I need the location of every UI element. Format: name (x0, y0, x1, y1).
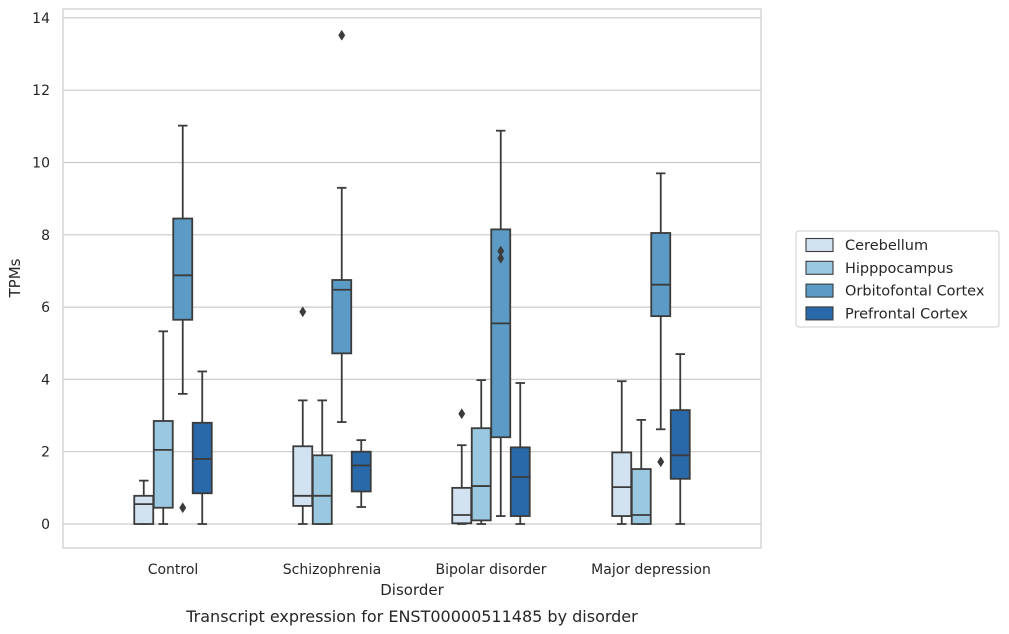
x-tick-label: Bipolar disorder (435, 562, 546, 578)
legend-label: Cerebellum (845, 238, 928, 254)
box-iqr (490, 228, 512, 439)
box-plot (669, 353, 691, 525)
x-axis-ticks: Control Schizophrenia Bipolar disorder Majo… (148, 562, 711, 578)
legend-label: Prefrontal Cortex (845, 306, 968, 322)
box-plot (650, 172, 672, 468)
box-plot (331, 29, 353, 423)
series-cerebellum (133, 306, 633, 525)
box-plot (311, 399, 333, 525)
box-plot (630, 418, 652, 525)
outlier-point (657, 456, 665, 468)
box-plot (152, 330, 174, 525)
legend-frame (795, 230, 1000, 328)
y-tick-label: 8 (41, 228, 50, 244)
outlier-point (497, 252, 505, 264)
legend-swatch (805, 306, 834, 321)
box-iqr (292, 445, 314, 507)
box-iqr (331, 279, 353, 355)
box-series (133, 29, 691, 525)
legend-swatch (805, 260, 834, 275)
legend-swatch (805, 283, 834, 298)
box-plot (133, 479, 155, 525)
box-iqr (630, 468, 652, 525)
box-plot (470, 379, 492, 525)
y-tick-label: 10 (32, 156, 50, 172)
outlier-point (299, 306, 307, 318)
box-plot (191, 370, 213, 525)
outlier-point (338, 29, 346, 41)
box-plot (509, 382, 531, 525)
box-plot (490, 129, 512, 517)
y-tick-label: 0 (41, 517, 50, 533)
outlier-point (458, 408, 466, 420)
box-iqr (611, 451, 633, 517)
legend-label: Orbitofontal Cortex (845, 284, 985, 300)
box-iqr (133, 494, 155, 525)
series-prefrontal-cortex (191, 353, 691, 525)
y-axis-title: TPMs (6, 258, 24, 298)
y-axis-ticks: 0 2 4 6 8 10 12 14 (32, 11, 50, 533)
box-plot (611, 380, 633, 525)
box-plot (451, 408, 473, 525)
legend-item: Hipppocampus (805, 260, 953, 277)
y-tick-label: 2 (41, 445, 50, 461)
box-iqr (311, 454, 333, 525)
legend-item: Orbitofontal Cortex (805, 283, 985, 300)
y-tick-label: 14 (32, 11, 50, 27)
legend: Cerebellum Hipppocampus Orbitofontal Corte… (795, 230, 1000, 328)
box-iqr (172, 217, 194, 321)
box-iqr (451, 486, 473, 525)
series-hipppocampus (152, 330, 652, 525)
box-iqr (470, 427, 492, 522)
box-iqr (191, 421, 213, 495)
legend-swatch (805, 237, 834, 253)
outlier-point (179, 502, 187, 514)
box-iqr (509, 446, 531, 517)
series-orbitofontal-cortex (172, 29, 672, 517)
legend-label: Hipppocampus (845, 261, 953, 277)
box-plot (292, 306, 314, 525)
box-iqr (350, 450, 372, 493)
legend-item: Cerebellum (805, 237, 928, 254)
x-tick-label: Schizophrenia (283, 562, 381, 578)
y-tick-label: 6 (41, 300, 50, 316)
plot-area-frame (62, 8, 762, 549)
box-plot (350, 439, 372, 508)
x-tick-label: Control (148, 562, 199, 578)
legend-item: Prefrontal Cortex (805, 306, 968, 322)
box-iqr (152, 420, 174, 509)
box-iqr (669, 409, 691, 480)
y-tick-label: 4 (41, 372, 50, 388)
chart-caption: Transcript expression for ENST0000051148… (185, 607, 638, 626)
x-axis-title: Disorder (380, 581, 444, 599)
box-iqr (650, 232, 672, 318)
box-plot (172, 124, 194, 514)
x-tick-label: Major depression (591, 562, 711, 578)
y-tick-label: 12 (32, 83, 50, 99)
